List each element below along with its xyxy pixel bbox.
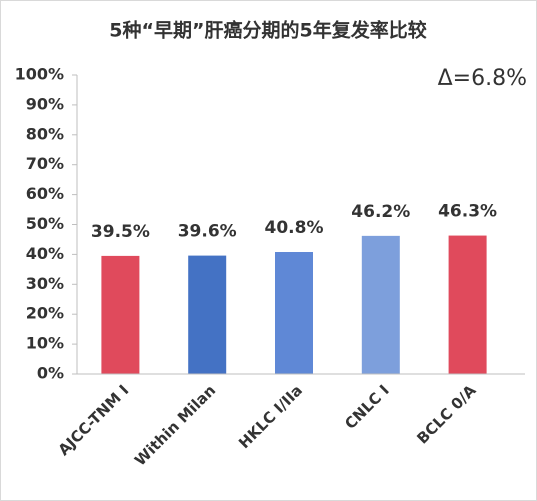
y-tick-label: 90% (26, 94, 64, 113)
bar (101, 255, 140, 374)
y-tick-label: 20% (26, 304, 64, 323)
value-label: 46.2% (351, 202, 410, 222)
bar (275, 252, 313, 374)
y-tick-label: 50% (26, 214, 64, 233)
bar (448, 235, 487, 374)
value-label: 40.8% (265, 218, 324, 238)
y-tick-label: 100% (15, 65, 64, 84)
y-tick-label: 30% (26, 274, 64, 293)
bar (361, 235, 400, 374)
y-tick-label: 80% (26, 124, 64, 143)
y-tick-label: 0% (37, 364, 64, 383)
y-tick-label: 70% (26, 154, 64, 173)
y-tick-label: 10% (26, 334, 64, 353)
value-label: 39.5% (91, 222, 150, 242)
chart-title: 5种“早期”肝癌分期的5年复发率比较 (109, 19, 426, 42)
y-tick-label: 60% (26, 184, 64, 203)
y-tick-label: 40% (26, 244, 64, 263)
value-label: 39.6% (178, 222, 237, 242)
value-label: 46.3% (438, 202, 497, 222)
annotation: Δ=6.8% (438, 66, 527, 91)
bar (188, 255, 227, 374)
